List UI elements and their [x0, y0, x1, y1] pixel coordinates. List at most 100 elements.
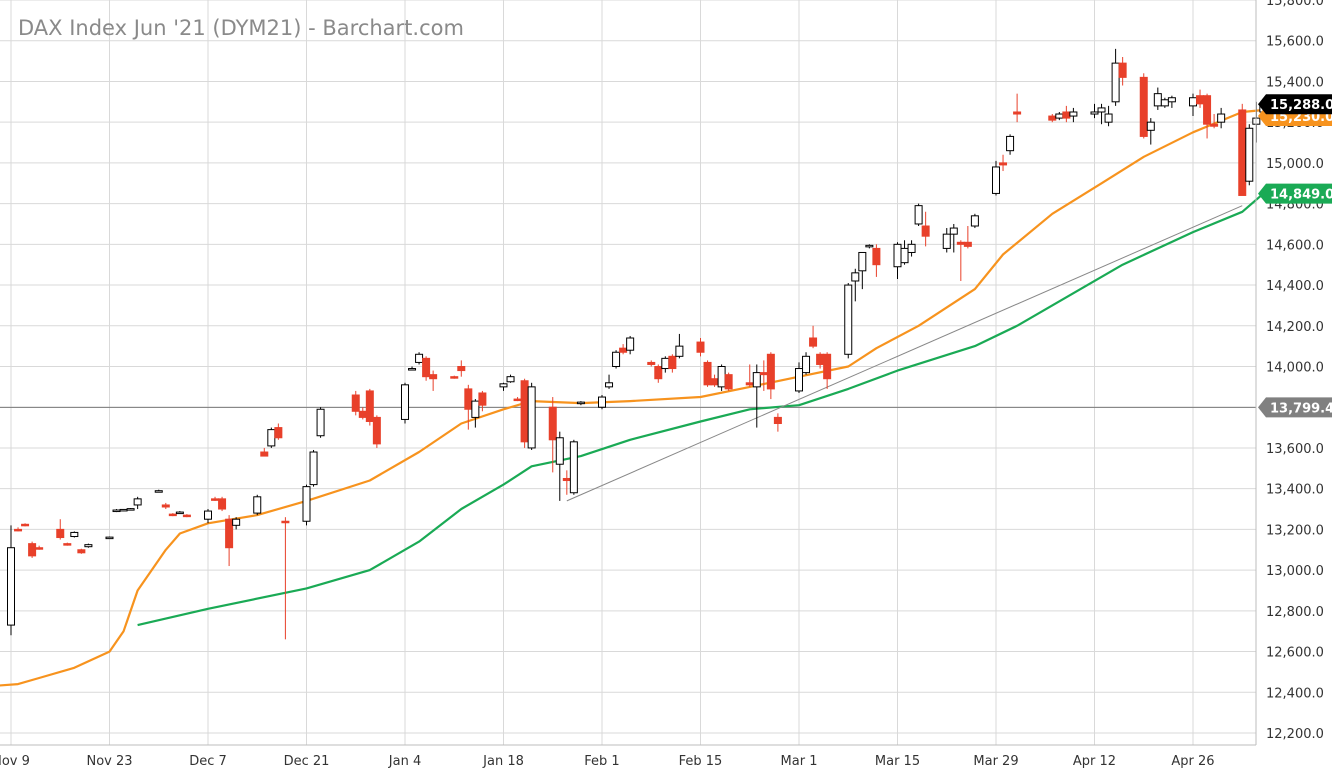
moving-average-line-green [137, 192, 1265, 627]
candle [668, 354, 677, 373]
candle-body [661, 357, 670, 370]
candle [126, 508, 135, 511]
candle-body [21, 523, 30, 527]
y-tick-label: 15,400.0 [1266, 75, 1324, 90]
candle [717, 364, 726, 391]
candle [274, 423, 283, 440]
candle-body [154, 490, 163, 493]
candle [752, 364, 761, 428]
candle [372, 415, 381, 448]
candle [795, 362, 803, 393]
candle-body [626, 337, 635, 351]
candle-body [703, 361, 712, 386]
candle [161, 502, 170, 510]
y-tick-label: 12,200.0 [1266, 727, 1324, 742]
candle-body [914, 205, 923, 225]
candle [949, 223, 958, 253]
candle [844, 283, 853, 359]
candle-body [970, 215, 979, 227]
candle-body [232, 518, 241, 526]
candle [724, 372, 733, 391]
candle-body [499, 383, 508, 388]
candle-body [647, 361, 656, 365]
candle-body [893, 243, 902, 268]
candle-body [745, 382, 754, 386]
candle-body [302, 486, 311, 522]
candle-body [872, 247, 881, 266]
candle [316, 407, 325, 438]
candle-body [900, 247, 909, 264]
candle-body [274, 427, 283, 439]
x-tick-label: Feb 1 [584, 754, 619, 769]
candle-body [1189, 97, 1197, 107]
candle [408, 366, 417, 371]
x-tick-label: Nov 23 [86, 754, 132, 769]
candle [576, 401, 585, 406]
candle-body [527, 386, 536, 449]
candle-body [1013, 111, 1022, 115]
candle [1146, 118, 1155, 145]
candle [872, 244, 881, 277]
candle-body [1062, 111, 1071, 119]
candle [1167, 95, 1176, 108]
candle [309, 449, 318, 487]
candle [232, 517, 241, 530]
price-tag-label: 15,288.0 [1270, 98, 1332, 113]
candle-body [562, 477, 571, 482]
candle-body [182, 514, 191, 518]
y-tick-label: 15,000.0 [1266, 157, 1324, 172]
candle [35, 545, 44, 550]
candle-body [457, 366, 466, 372]
x-tick-label: Apr 26 [1171, 754, 1214, 769]
candle [520, 378, 529, 448]
x-tick-label: Mar 29 [973, 754, 1018, 769]
candle-body [1203, 95, 1212, 125]
candle [1013, 93, 1022, 123]
price-tags: 15,230.014,849.013,799.415,288.0 [1258, 94, 1332, 418]
candle [900, 240, 909, 265]
x-tick-label: Dec 21 [284, 754, 330, 769]
candle [168, 513, 177, 517]
candle [1139, 73, 1148, 139]
candle-body [710, 378, 719, 386]
candle-body [1069, 111, 1078, 117]
candle-body [422, 357, 431, 378]
candle [457, 360, 466, 377]
y-tick-label: 13,200.0 [1266, 523, 1324, 538]
candle-body [28, 543, 37, 557]
price-tag-shape [1258, 183, 1332, 204]
candle [253, 494, 262, 516]
candle [1111, 48, 1120, 106]
candle-body [175, 511, 184, 515]
candle-body [1217, 113, 1226, 123]
y-tick-label: 13,600.0 [1266, 442, 1324, 457]
candle [56, 519, 65, 540]
candle-body [1210, 123, 1219, 127]
candle-body [858, 251, 867, 272]
candle-body [225, 518, 234, 549]
candle-body [956, 241, 965, 245]
candle [696, 337, 705, 357]
candle-body [316, 408, 325, 437]
candle [605, 374, 614, 389]
candle-body [520, 380, 529, 443]
candle-body [992, 166, 1000, 194]
candle [865, 244, 874, 249]
candle-body [351, 394, 360, 412]
candle-body [112, 509, 121, 513]
candle [654, 364, 663, 383]
candle-body [598, 396, 606, 408]
candle [260, 447, 269, 457]
candle [281, 517, 290, 640]
candle [1238, 103, 1247, 196]
candle [464, 384, 473, 430]
candle [942, 228, 951, 253]
candle [478, 390, 487, 412]
candle [225, 515, 234, 567]
candle [450, 375, 459, 379]
candle-body [795, 368, 803, 392]
candle [823, 352, 832, 389]
candle-body [1048, 115, 1057, 121]
candle-body [84, 544, 93, 548]
